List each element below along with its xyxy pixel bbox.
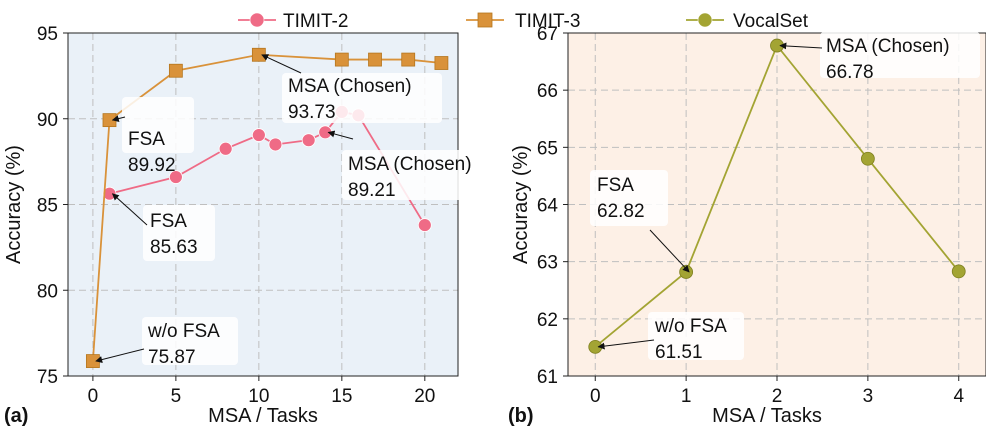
legend-item-vocalset: VocalSet <box>686 11 809 32</box>
y-tick-label: 80 <box>37 281 58 302</box>
annotation-text: w/o FSA <box>654 316 727 337</box>
annotation-box <box>122 97 194 153</box>
legend-item-timit-3: TIMIT-3 <box>466 11 580 32</box>
annotation-text: FSA <box>128 129 165 150</box>
annotation-box <box>143 205 215 261</box>
annotation: FSA 89.92 <box>111 97 194 176</box>
annotation: w/o FSA 61.51 <box>597 312 744 363</box>
annotation: MSA (Chosen) 93.73 <box>261 54 442 123</box>
y-tick-label: 64 <box>537 196 559 217</box>
annotation-text: 66.78 <box>826 62 874 83</box>
legend-item-timit-2: TIMIT-2 <box>238 11 348 32</box>
annotation-text: 89.21 <box>348 180 396 201</box>
annotation-text: MSA (Chosen) <box>826 36 950 57</box>
chart-panel-b: 0 1 2 3 4 61 62 63 64 65 66 67 MSA / Tasks Accuracy (… <box>508 24 986 427</box>
annotation-arrow <box>779 42 823 50</box>
annotation-arrow <box>111 193 148 226</box>
panel-label: (a) <box>4 405 28 427</box>
y-axis-label: Accuracy (%) <box>510 145 532 264</box>
x-axis-label: MSA / Tasks <box>208 405 318 427</box>
legend-marker <box>697 12 713 28</box>
x-tick-label: 0 <box>590 386 601 407</box>
annotation-text: 75.87 <box>148 347 196 368</box>
annotation-text: MSA (Chosen) <box>348 154 472 175</box>
data-point <box>218 141 233 156</box>
chart-panel-a: 0 5 10 15 20 75 80 85 90 95 MSA / Tasks Accuracy (%… <box>3 24 502 427</box>
data-point <box>251 128 266 142</box>
annotation-text: w/o FSA <box>147 321 220 342</box>
x-axis-label: MSA / Tasks <box>712 405 822 427</box>
annotation-arrow <box>111 115 126 122</box>
y-tick-label: 65 <box>537 138 558 159</box>
legend-label: TIMIT-3 <box>515 11 580 32</box>
x-tick-label: 2 <box>772 386 783 407</box>
panel-label: (b) <box>508 405 534 427</box>
y-tick-label: 85 <box>37 196 58 217</box>
annotation-box <box>648 312 744 360</box>
data-point <box>951 264 966 279</box>
annotation-text: MSA (Chosen) <box>288 76 412 97</box>
x-tick-label: 3 <box>863 386 874 407</box>
x-tick-label: 20 <box>414 386 435 407</box>
data-point <box>434 56 449 70</box>
data-point <box>168 170 183 184</box>
y-axis-label: Accuracy (%) <box>3 145 25 264</box>
data-point <box>251 47 266 62</box>
data-point <box>679 265 694 279</box>
annotation-text: 61.51 <box>655 342 703 363</box>
y-tick-label: 95 <box>37 24 58 45</box>
data-point <box>168 63 183 78</box>
annotation-arrow <box>597 339 655 350</box>
data-point <box>268 137 283 152</box>
x-tick-label: 1 <box>681 386 692 407</box>
annotation-arrow <box>327 130 354 140</box>
annotation-arrow <box>95 348 145 363</box>
x-tick-label: 0 <box>88 386 99 407</box>
data-point <box>301 133 316 148</box>
annotation-box <box>342 150 502 200</box>
y-tick-label: 75 <box>37 367 58 388</box>
x-tick-label: 5 <box>171 386 182 407</box>
legend-marker <box>249 12 265 28</box>
legend-label: TIMIT-2 <box>283 11 348 32</box>
annotation-box <box>590 170 668 226</box>
data-point <box>334 52 349 67</box>
annotation-text: FSA <box>150 211 187 232</box>
y-tick-label: 63 <box>537 253 558 274</box>
annotation-text: 85.63 <box>150 237 198 258</box>
annotation: MSA (Chosen) 89.21 <box>327 130 502 201</box>
annotation-arrow <box>261 54 302 74</box>
annotation-box <box>820 32 980 78</box>
data-point <box>860 151 875 166</box>
data-point <box>401 52 416 67</box>
annotation-text: FSA <box>597 175 634 196</box>
y-tick-label: 67 <box>537 24 558 45</box>
annotation: FSA 85.63 <box>111 193 215 261</box>
y-tick-label: 61 <box>537 367 558 388</box>
annotation-box <box>142 317 238 365</box>
annotation-text: 93.73 <box>288 102 336 123</box>
annotation-box <box>282 73 442 123</box>
data-point <box>417 218 432 232</box>
legend-marker <box>477 12 493 28</box>
annotation: MSA (Chosen) 66.78 <box>779 32 980 83</box>
y-tick-label: 66 <box>537 81 558 102</box>
x-tick-label: 10 <box>248 386 269 407</box>
y-tick-label: 62 <box>537 310 558 331</box>
annotation: FSA 62.82 <box>590 170 690 273</box>
data-point <box>368 52 382 67</box>
x-tick-label: 4 <box>953 386 964 407</box>
annotation-text: 89.92 <box>128 155 176 176</box>
x-tick-label: 15 <box>331 386 352 407</box>
legend-label: VocalSet <box>733 11 809 32</box>
annotation-arrow <box>649 229 690 273</box>
y-tick-label: 90 <box>37 110 58 131</box>
annotation: w/o FSA 75.87 <box>95 317 238 368</box>
annotation-text: 62.82 <box>597 201 645 222</box>
